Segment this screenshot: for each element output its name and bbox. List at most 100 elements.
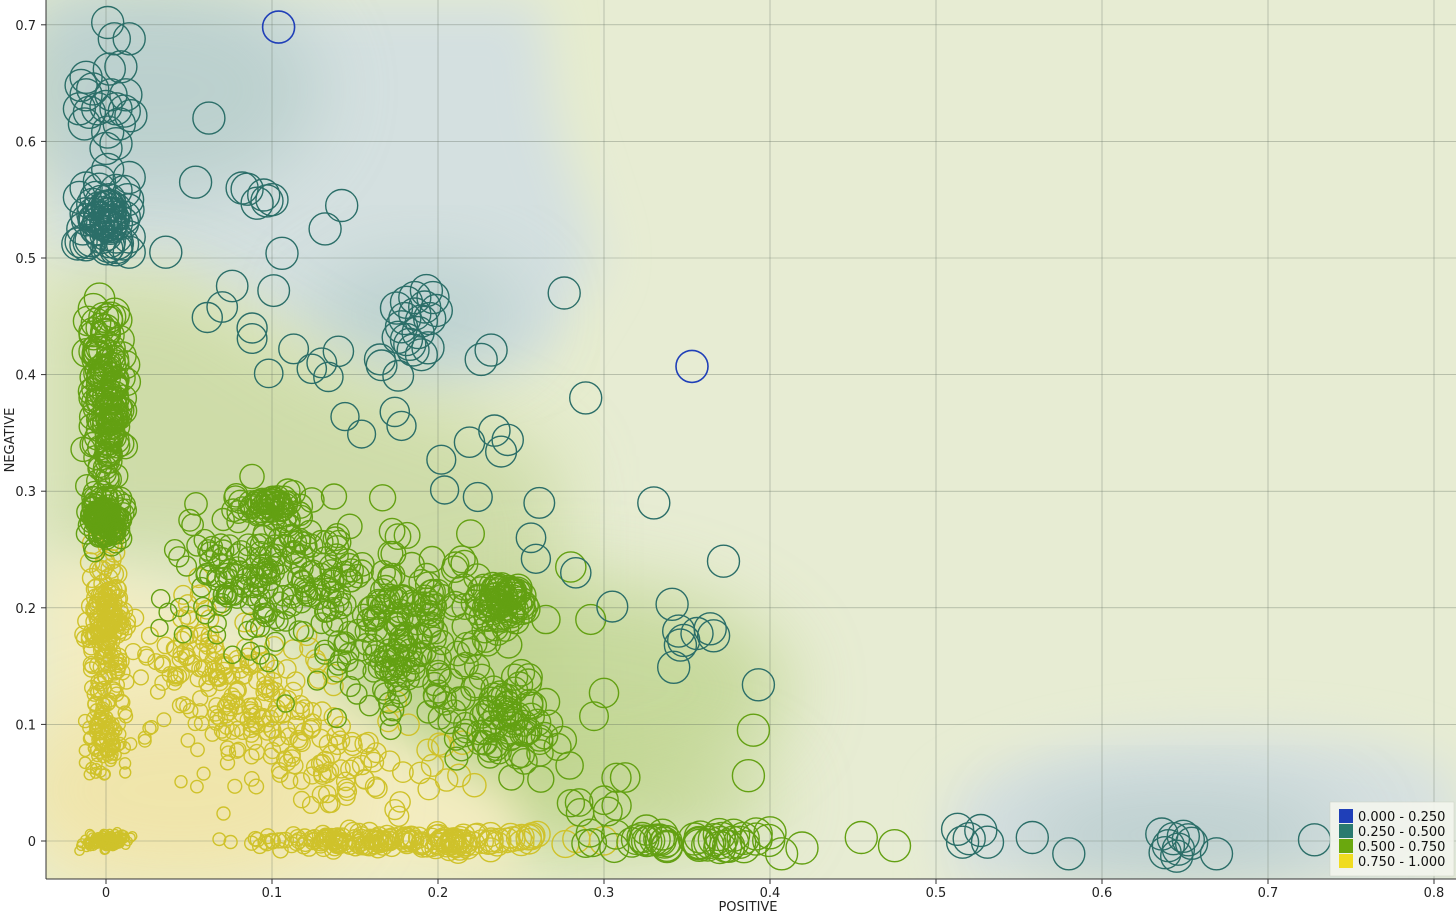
data-point-class-3 [351,828,372,849]
data-point-class-2 [207,625,227,645]
data-point-class-3 [371,832,393,853]
data-point-class-2 [320,567,345,591]
data-point-class-2 [382,610,407,636]
data-point-class-3 [118,673,135,690]
data-point-class-1 [379,291,414,325]
data-point-class-2 [393,521,421,549]
x-tick-label: 0.5 [926,886,947,901]
data-point-class-2 [101,304,133,336]
data-point-class-2 [290,544,314,568]
data-point-class-1 [247,178,281,212]
data-point-class-3 [124,642,142,661]
data-point-class-2 [308,529,334,555]
data-point-class-2 [284,550,308,574]
data-point-class-3 [200,630,220,650]
data-point-class-2 [336,513,363,540]
data-point-class-2 [425,659,451,685]
data-point-class-3 [114,693,130,709]
data-point-class-2 [490,583,519,612]
data-point-class-3 [189,779,204,794]
data-point-class-3 [216,806,231,821]
y-tick-label: 0.1 [15,718,36,733]
data-point-class-1 [90,152,125,187]
data-point-class-3 [86,626,104,645]
data-point-class-2 [517,702,546,731]
data-point-class-3 [518,822,546,849]
data-point-class-3 [103,733,118,748]
data-point-class-3 [83,768,96,781]
data-point-class-1 [547,276,581,310]
data-point-class-3 [208,714,225,731]
legend: 0.000 - 0.250 0.250 - 0.500 0.500 - 0.75… [1329,801,1455,877]
data-point-class-1 [411,331,445,365]
data-point-class-1 [296,353,328,385]
data-point-class-1 [313,361,344,393]
data-point-class-2 [577,828,608,858]
data-point-class-3 [285,701,305,720]
data-point-class-2 [620,824,652,856]
data-point-class-3 [248,778,265,795]
x-tick-label: 0.1 [262,886,283,901]
data-point-class-2 [288,620,310,642]
y-tick-label: 0 [28,835,36,850]
data-point-class-1 [99,126,133,161]
data-point-class-2 [844,820,878,855]
data-point-class-2 [753,816,787,850]
data-point-class-2 [222,562,245,584]
data-point-class-3 [420,753,444,777]
data-point-class-2 [280,479,307,506]
data-point-class-2 [88,301,120,333]
data-point-class-3 [191,690,209,707]
data-point-class-1 [409,273,444,308]
data-point-class-2 [408,642,433,668]
data-point-class-2 [245,533,269,557]
data-point-class-2 [491,613,520,642]
data-point-class-2 [480,682,507,709]
data-point-class-2 [471,729,497,756]
data-point-class-2 [349,552,375,577]
data-point-class-3 [344,756,365,777]
data-point-class-2 [104,519,127,542]
data-point-class-3 [399,830,422,853]
data-point-class-2 [198,550,221,572]
data-point-class-3 [189,584,210,605]
data-point-class-2 [630,814,663,846]
data-point-class-3 [218,695,236,713]
data-point-class-1 [1159,839,1194,873]
data-point-class-2 [95,301,127,333]
data-point-class-3 [216,698,234,716]
data-point-class-3 [204,651,223,670]
data-point-class-2 [336,650,359,673]
data-point-class-2 [422,671,447,697]
data-point-class-2 [609,762,641,793]
data-point-class-2 [109,508,133,532]
data-point-class-3 [265,659,285,679]
data-point-class-2 [193,596,213,617]
data-point-class-3 [179,625,199,645]
data-point-class-1 [93,196,128,230]
data-point-class-2 [450,685,476,712]
data-point-class-2 [477,591,506,620]
data-point-class-2 [525,727,554,756]
data-point-class-2 [394,634,419,659]
data-point-class-2 [589,785,619,816]
data-point-class-1 [67,107,102,141]
data-point-class-3 [118,757,132,770]
data-point-class-2 [764,837,799,871]
data-point-class-3 [180,733,196,748]
data-point-class-2 [269,591,292,614]
data-point-class-3 [223,834,238,850]
data-point-class-1 [1148,836,1182,870]
data-point-class-1 [474,333,508,367]
data-point-class-1 [215,269,249,303]
data-point-class-2 [486,738,512,765]
data-point-class-2 [575,818,605,848]
data-point-class-3 [302,713,322,733]
data-point-class-2 [785,831,819,865]
data-point-class-2 [79,363,108,392]
data-point-class-2 [456,519,486,549]
data-point-class-1 [970,825,1005,859]
data-point-class-3 [397,713,420,737]
data-point-class-2 [95,440,122,466]
